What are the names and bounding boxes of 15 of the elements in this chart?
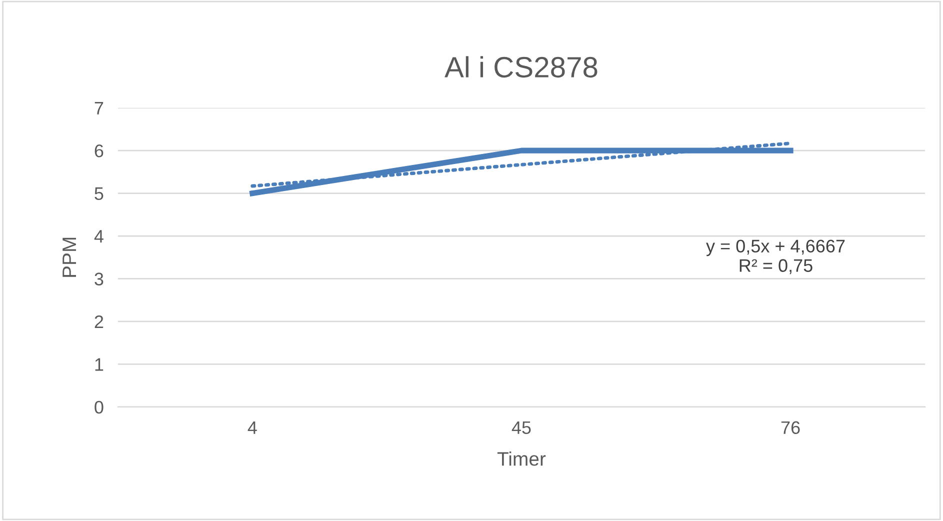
x-tick-label: 45 — [512, 421, 531, 434]
y-tick-label: 3 — [94, 272, 104, 286]
y-tick-label: 5 — [94, 187, 104, 200]
y-tick-label: 0 — [94, 400, 104, 414]
annotation: y = 0,5x + 4,6667 R² = 0,75 — [706, 240, 845, 274]
x-tick-label: 76 — [781, 421, 800, 434]
chart-title: Al i CS2878 — [444, 56, 598, 78]
x-tick-label: 4 — [248, 421, 257, 434]
y-tick-label: 6 — [94, 144, 104, 158]
y-tick-label: 4 — [94, 230, 104, 243]
y-axis-title: PPM — [62, 238, 76, 277]
y-tick-label: 7 — [94, 102, 104, 114]
y-tick-label: 2 — [94, 315, 104, 328]
x-axis-title: Timer — [497, 452, 546, 466]
y-tick-label: 1 — [95, 358, 104, 371]
